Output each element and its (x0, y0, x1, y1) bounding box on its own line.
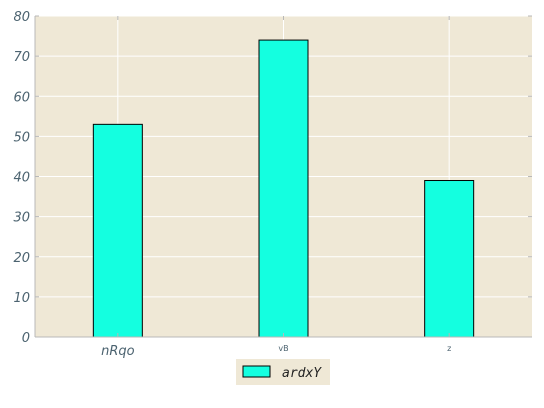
y-axis-ticks: 0 10 20 30 40 50 60 70 80 (13, 10, 532, 346)
legend-label: ardxY (282, 366, 322, 381)
x-tick-label: z (447, 344, 451, 353)
y-tick-label: 20 (13, 251, 30, 266)
x-tick-label: vB (278, 344, 288, 353)
y-tick-label: 70 (13, 50, 30, 65)
legend: ardxY (236, 359, 330, 385)
y-tick-label: 80 (13, 10, 30, 25)
y-tick-label: 0 (22, 331, 30, 346)
bar-vB (258, 39, 309, 338)
bar-z (424, 180, 475, 338)
y-tick-label: 30 (13, 211, 30, 226)
y-tick-label: 50 (13, 130, 30, 145)
x-axis-ticks: nRqo vB z (35, 16, 532, 359)
y-tick-label: 60 (13, 90, 30, 105)
bar-nRqo (92, 123, 143, 338)
y-tick-label: 10 (13, 291, 30, 306)
bars (92, 39, 475, 338)
legend-swatch (242, 365, 271, 378)
x-tick-label: nRqo (101, 344, 135, 359)
y-tick-label: 40 (13, 171, 30, 186)
